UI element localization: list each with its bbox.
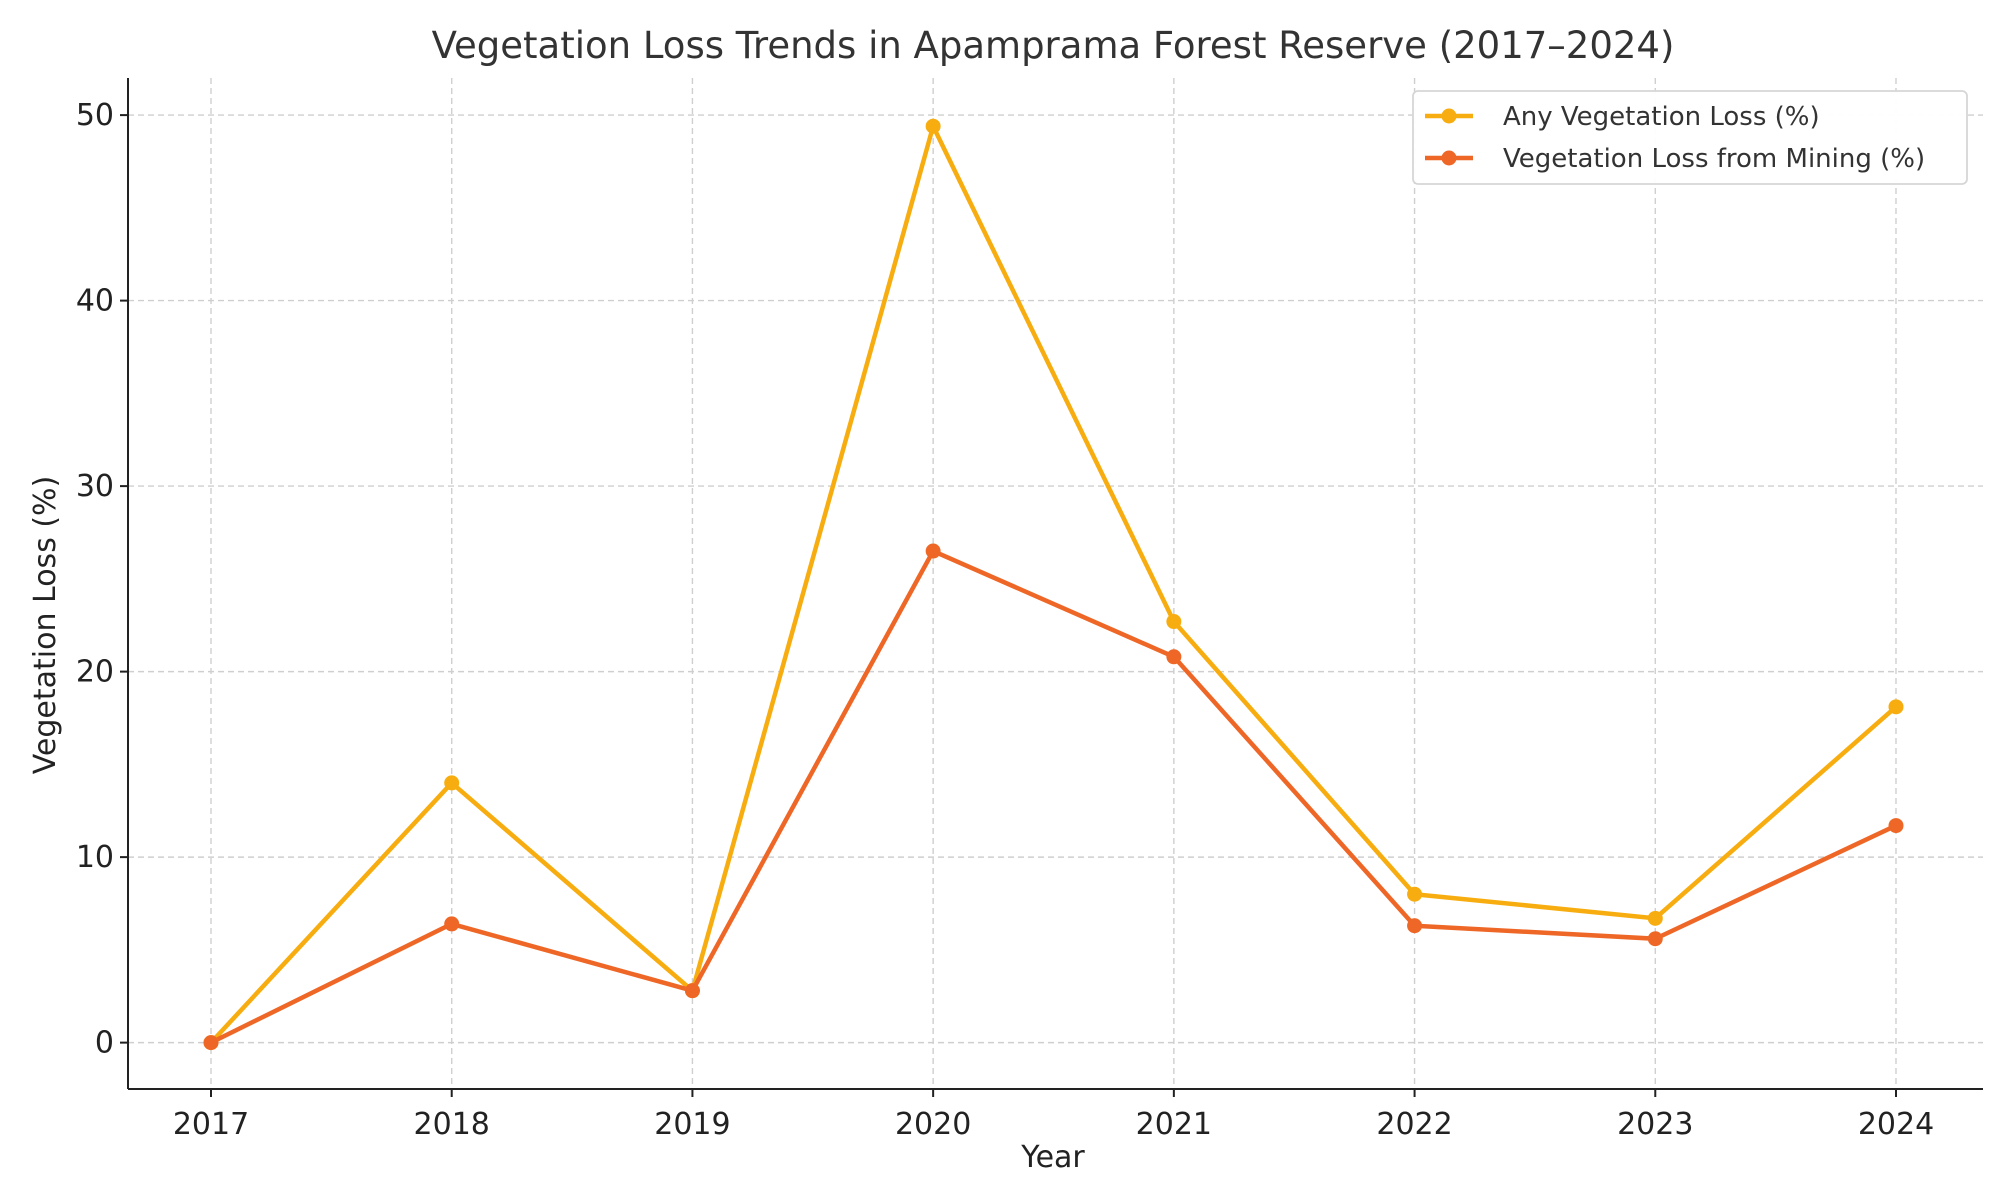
y-tick-label: 40 — [76, 284, 114, 319]
data-point-mining-vegetation-loss — [1888, 818, 1904, 834]
data-point-mining-vegetation-loss — [444, 916, 460, 932]
data-point-mining-vegetation-loss — [1166, 649, 1182, 665]
legend-label-any-vegetation-loss: Any Vegetation Loss (%) — [1503, 102, 1820, 132]
x-tick-label: 2017 — [173, 1107, 249, 1142]
data-point-mining-vegetation-loss — [1647, 931, 1663, 947]
legend-label-mining-vegetation-loss: Vegetation Loss from Mining (%) — [1503, 144, 1925, 174]
x-tick-label: 2020 — [895, 1107, 971, 1142]
y-tick-label: 10 — [76, 840, 114, 875]
data-point-any-vegetation-loss — [1166, 614, 1182, 630]
legend: Any Vegetation Loss (%) Vegetation Loss … — [1412, 90, 1968, 185]
x-tick-label: 2023 — [1617, 1107, 1693, 1142]
series-lines — [203, 118, 1904, 1051]
data-point-any-vegetation-loss — [444, 775, 460, 791]
data-point-any-vegetation-loss — [1407, 886, 1423, 902]
legend-box — [1412, 90, 1968, 185]
y-axis-label: Vegetation Loss (%) — [28, 476, 63, 775]
x-tick-label: 2021 — [1136, 1107, 1212, 1142]
x-tick-label: 2022 — [1376, 1107, 1452, 1142]
legend-marker-mining-vegetation-loss — [1441, 150, 1457, 166]
x-axis-label: Year — [1020, 1140, 1085, 1175]
data-point-mining-vegetation-loss — [925, 543, 941, 559]
data-point-any-vegetation-loss — [925, 118, 941, 134]
chart-title: Vegetation Loss Trends in Apamprama Fore… — [432, 24, 1675, 67]
axes — [120, 78, 1983, 1097]
data-point-any-vegetation-loss — [1888, 699, 1904, 715]
y-tick-label: 0 — [95, 1026, 114, 1061]
x-tick-label: 2024 — [1858, 1107, 1934, 1142]
series-line-mining-vegetation-loss — [208, 548, 1899, 1045]
series-line-any-vegetation-loss — [208, 123, 1899, 1045]
data-point-mining-vegetation-loss — [684, 983, 700, 999]
x-tick-label: 2019 — [654, 1107, 730, 1142]
tick-labels: 0 10 20 30 40 50 2017 2018 2019 2020 2021 2022 2023 2… — [76, 98, 1934, 1142]
x-tick-label: 2018 — [414, 1107, 490, 1142]
legend-marker-any-vegetation-loss — [1441, 108, 1457, 124]
data-point-mining-vegetation-loss — [203, 1035, 219, 1051]
data-point-any-vegetation-loss — [1647, 910, 1663, 926]
y-tick-label: 50 — [76, 98, 114, 133]
grid — [128, 78, 1983, 1089]
y-tick-label: 30 — [76, 469, 114, 504]
data-point-mining-vegetation-loss — [1407, 918, 1423, 934]
y-tick-label: 20 — [76, 655, 114, 690]
